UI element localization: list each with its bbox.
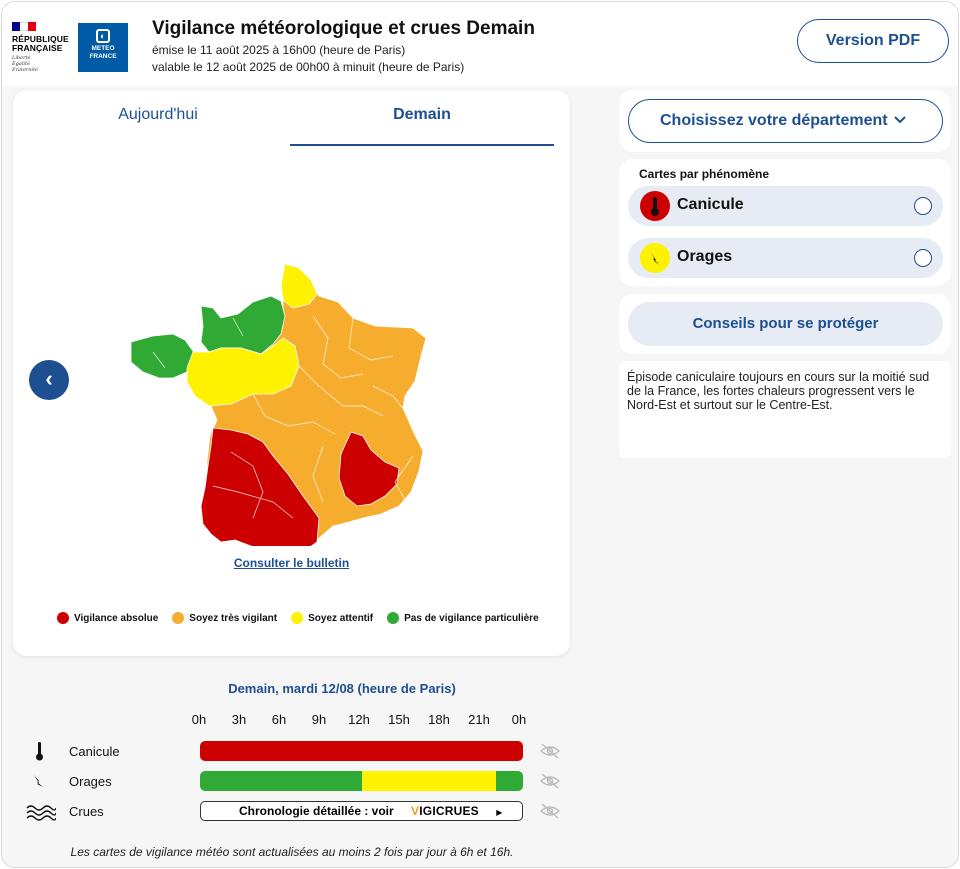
hour-tick: 21h — [468, 712, 490, 727]
timeline-bar-orages — [200, 771, 523, 791]
legend-dot-red — [57, 612, 69, 624]
hour-tick: 12h — [348, 712, 370, 727]
waves-icon — [26, 802, 57, 822]
hour-tick: 0h — [511, 712, 527, 727]
legend-label: Pas de vigilance particulière — [404, 612, 539, 624]
timeline-label-crues: Crues — [69, 804, 104, 819]
pdf-version-button[interactable]: Version PDF — [797, 19, 949, 63]
department-select-label: Choisissez votre département — [660, 112, 888, 129]
legend-item-orange: Soyez très vigilant — [172, 612, 277, 624]
bulletin-link[interactable]: Consulter le bulletin — [233, 556, 350, 570]
play-icon: ▶ — [496, 808, 503, 817]
hour-tick: 0h — [191, 712, 207, 727]
legend-label: Soyez très vigilant — [189, 612, 278, 624]
legend-label: Vigilance absolue — [74, 612, 159, 624]
header: RÉPUBLIQUE FRANÇAISE Liberté Égalité Fra… — [2, 2, 958, 86]
hide-icon[interactable] — [539, 773, 561, 789]
hide-icon[interactable] — [539, 743, 561, 759]
hour-tick: 3h — [231, 712, 247, 727]
phenomena-heading: Cartes par phénomène — [639, 167, 770, 181]
legend-dot-yellow — [291, 612, 304, 624]
department-select[interactable]: Choisissez votre département — [628, 99, 943, 143]
hour-tick: 9h — [311, 712, 327, 727]
map-region-green[interactable] — [130, 333, 196, 379]
republique-francaise-logo: RÉPUBLIQUE FRANÇAISE Liberté Égalité Fra… — [12, 22, 72, 78]
tab-tomorrow[interactable]: Demain — [290, 106, 554, 146]
thermometer-icon — [640, 191, 670, 221]
phenomenon-label: Orages — [677, 248, 733, 265]
vigicrues-link-text: Chronologie détaillée : voir — [239, 804, 394, 818]
vigilance-map[interactable] — [113, 256, 513, 546]
map-region-green-normandie[interactable] — [200, 295, 286, 355]
tab-today[interactable]: Aujourd'hui — [118, 106, 198, 123]
timeline-segment-red — [200, 741, 523, 761]
timeline-segment-green — [496, 771, 523, 791]
legend-item-yellow: Soyez attentif — [291, 612, 373, 624]
issued-date: émise le 11 août 2025 à 16h00 (heure de … — [152, 43, 406, 57]
legend-item-red: Vigilance absolue — [57, 612, 158, 624]
legend-dot-green — [387, 612, 400, 624]
update-footnote: Les cartes de vigilance météo sont actua… — [70, 845, 514, 859]
timeline-label-orages: Orages — [69, 774, 112, 789]
page-title: Vigilance météorologique et crues Demain — [152, 18, 535, 39]
meteo-france-icon: ◐ — [96, 29, 110, 43]
hour-tick: 18h — [428, 712, 450, 727]
advice-button[interactable]: Conseils pour se protéger — [628, 302, 943, 346]
timeline-segment-yellow — [361, 771, 497, 791]
map-legend: Vigilance absolue Soyez très vigilant So… — [57, 612, 539, 624]
legend-item-green: Pas de vigilance particulière — [387, 612, 539, 624]
advice-card: Conseils pour se protéger — [619, 294, 951, 354]
chevron-down-icon — [894, 100, 906, 141]
timeline-segment-green — [200, 771, 362, 791]
department-card: Choisissez votre département — [619, 90, 951, 152]
phenomenon-label: Canicule — [677, 196, 744, 213]
timeline-title: Demain, mardi 12/08 (heure de Paris) — [228, 681, 456, 696]
hide-icon[interactable] — [539, 803, 561, 819]
hour-tick: 6h — [271, 712, 287, 727]
map-region-yellow-nord[interactable] — [280, 263, 318, 309]
thermometer-icon — [26, 741, 54, 761]
legend-dot-orange — [172, 612, 185, 624]
map-region-red-centreeast[interactable] — [338, 431, 400, 507]
map-card: Aujourd'hui Demain — [13, 90, 570, 656]
forecast-comment: Épisode caniculaire toujours en cours su… — [619, 361, 951, 458]
phenomenon-radio[interactable] — [914, 197, 932, 215]
gov-logo-text: RÉPUBLIQUE FRANÇAISE — [12, 34, 69, 53]
phenomenon-radio[interactable] — [914, 249, 932, 267]
validity-date: valable le 12 août 2025 de 00h00 à minui… — [152, 60, 465, 74]
previous-day-button[interactable]: ‹ — [29, 360, 69, 400]
hour-tick: 15h — [388, 712, 410, 727]
phenomenon-canicule[interactable]: Canicule — [628, 186, 943, 226]
legend-label: Soyez attentif — [308, 612, 374, 624]
lightning-icon — [26, 771, 54, 791]
timeline-label-canicule: Canicule — [69, 744, 120, 759]
vigicrues-brand: VIGICRUES — [411, 804, 479, 818]
phenomenon-orages[interactable]: Orages — [628, 238, 943, 278]
lightning-icon — [640, 243, 670, 273]
map-region-yellow-centre[interactable] — [186, 337, 300, 407]
gov-motto: Liberté Égalité Fraternité — [12, 55, 38, 73]
timeline-bar-canicule — [200, 741, 523, 761]
vigicrues-link[interactable]: Chronologie détaillée : voir VIGICRUES ▶ — [200, 801, 523, 821]
mf-logo-text: METEO FRANCE — [89, 45, 117, 60]
french-flag-icon — [12, 22, 36, 31]
map-region-red-southwest[interactable] — [200, 427, 320, 546]
phenomena-card: Cartes par phénomène Canicule Orages — [619, 159, 951, 286]
meteo-france-logo: ◐ METEO FRANCE — [78, 23, 128, 72]
